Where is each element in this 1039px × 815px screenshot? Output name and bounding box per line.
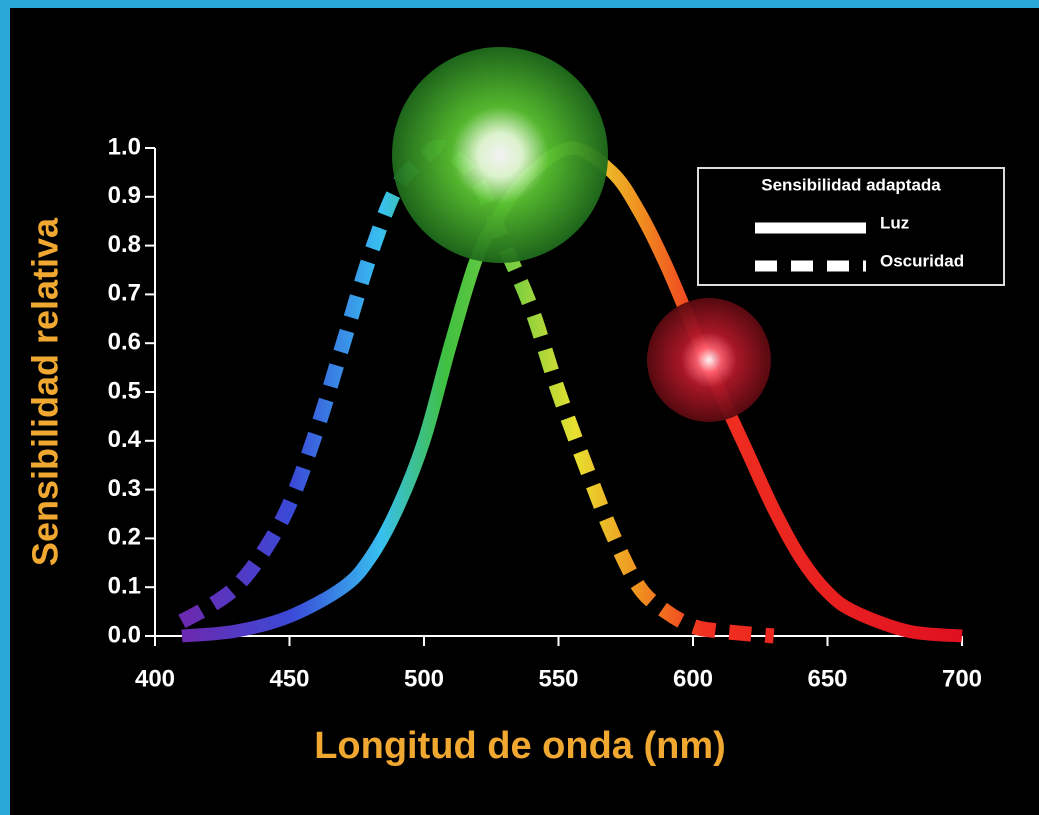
x-tick-label: 650	[807, 665, 847, 692]
x-tick-label: 400	[135, 665, 175, 692]
x-tick-label: 550	[538, 665, 578, 692]
glow	[647, 298, 771, 422]
y-tick-label: 0.7	[108, 280, 141, 307]
x-tick-label: 700	[942, 665, 982, 692]
y-tick-label: 0.0	[108, 621, 141, 648]
legend-title: Sensibilidad adaptada	[761, 175, 941, 194]
glow	[392, 47, 608, 263]
x-axis-label: Longitud de onda (nm)	[314, 725, 726, 767]
y-tick-label: 0.8	[108, 231, 141, 258]
y-tick-label: 0.9	[108, 182, 141, 209]
y-tick-label: 1.0	[108, 133, 141, 160]
y-tick-label: 0.3	[108, 475, 141, 502]
y-tick-label: 0.2	[108, 524, 141, 551]
x-tick-label: 450	[269, 665, 309, 692]
y-tick-label: 0.1	[108, 573, 141, 600]
y-axis-label: Sensibilidad relativa	[25, 217, 66, 566]
y-tick-label: 0.4	[108, 426, 142, 453]
legend-label: Luz	[880, 213, 909, 232]
y-tick-label: 0.5	[108, 377, 141, 404]
x-tick-label: 500	[404, 665, 444, 692]
legend-label: Oscuridad	[880, 251, 964, 270]
y-tick-label: 0.6	[108, 329, 141, 356]
x-tick-label: 600	[673, 665, 713, 692]
